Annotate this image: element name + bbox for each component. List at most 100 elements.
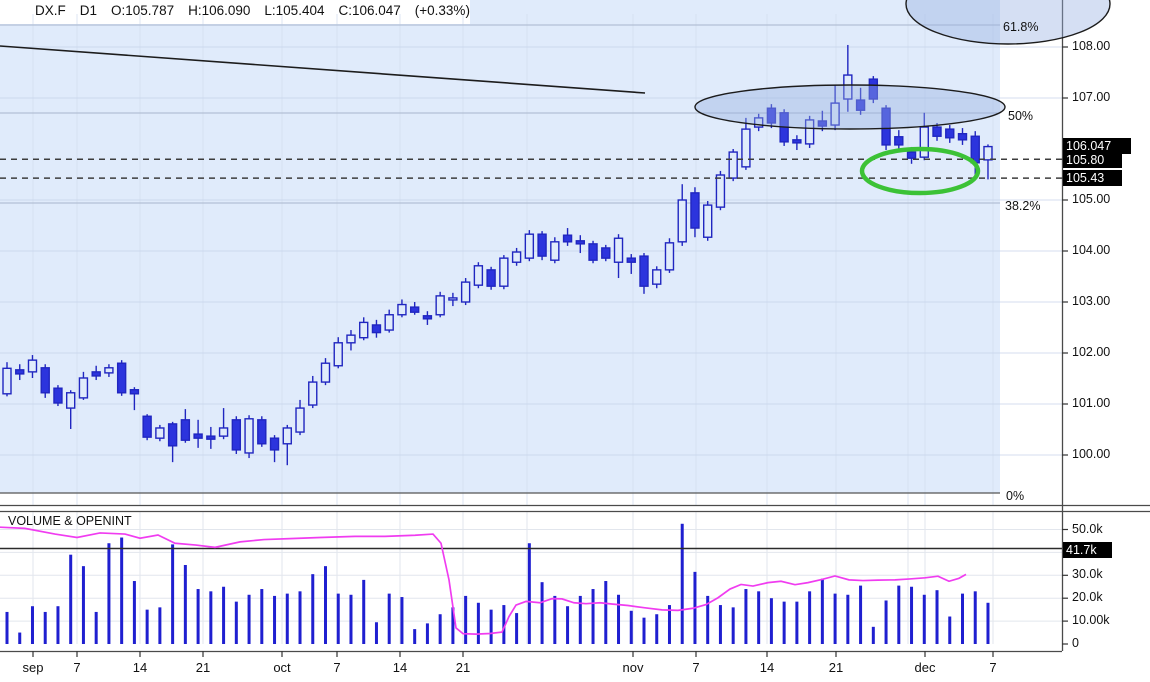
volume-bar [30, 606, 34, 644]
volume-bar [374, 622, 378, 644]
low-value: L:105.404 [264, 3, 325, 18]
volume-bar [43, 611, 47, 644]
volume-bar [94, 611, 98, 644]
volume-bar [209, 591, 213, 644]
open-value: O:105.787 [111, 3, 175, 18]
volume-bar [132, 581, 136, 644]
volume-bar [591, 589, 595, 644]
candle-down [537, 233, 547, 257]
volume-axis-label: 20.0k [1072, 590, 1103, 605]
candle-down [206, 435, 216, 440]
time-axis-label-dec: dec [914, 660, 936, 675]
candle-up [652, 269, 662, 285]
volume-bar [464, 595, 468, 644]
volume-bar [808, 591, 812, 644]
time-axis-label-14: 14 [392, 660, 408, 675]
candle-down [817, 120, 828, 127]
candle-up [333, 342, 343, 367]
candle-down [792, 139, 802, 144]
volume-bar [413, 629, 417, 644]
fib-label-50%: 50% [1008, 109, 1034, 123]
candle-up [397, 303, 407, 316]
volume-bar [846, 594, 850, 644]
candle-up [983, 145, 993, 161]
symbol-label: DX.F [35, 3, 66, 18]
candle-up [27, 359, 38, 373]
candle-up [384, 314, 394, 331]
fib-label-38.2%: 38.2% [1005, 199, 1041, 213]
candle-down [167, 423, 178, 447]
volume-bar [489, 609, 493, 644]
volume-bar [298, 591, 302, 644]
time-axis-label-7: 7 [692, 660, 700, 675]
candle-up [218, 427, 229, 437]
volume-bar [502, 605, 506, 644]
candle-down [906, 151, 917, 159]
volume-bar [706, 595, 710, 644]
candle-down [562, 234, 573, 243]
volume-bar [247, 594, 251, 644]
candle-up [320, 362, 331, 383]
candle-up [728, 151, 738, 179]
volume-bar [527, 543, 531, 644]
ohlc-header: DX.F D1 O:105.787 H:106.090 L:105.404 C:106.0… [35, 3, 484, 18]
time-axis-label-oct: oct [273, 660, 291, 675]
price-axis-label: 100.00 [1072, 447, 1111, 461]
candle-up [499, 257, 509, 287]
candle-up [715, 174, 726, 208]
volume-bar [948, 616, 952, 644]
volume-bar [910, 586, 914, 644]
volume-bar [782, 601, 786, 644]
price-level-badge-105-43: 105.43 [1063, 169, 1122, 186]
volume-bar [400, 597, 404, 644]
volume-bar [18, 632, 22, 644]
candle-up [703, 204, 713, 238]
candle-down [957, 132, 968, 141]
volume-bar [324, 566, 327, 644]
candle-up [448, 297, 458, 301]
volume-bar [961, 593, 964, 644]
candle-up [282, 427, 292, 445]
candle-down [40, 367, 50, 394]
candle-up [155, 427, 165, 439]
volume-bar [617, 594, 621, 644]
volume-bar [655, 614, 659, 644]
candle-up [65, 392, 76, 409]
candle-up [741, 128, 751, 168]
volume-series [5, 523, 990, 644]
candle-down [231, 419, 242, 451]
volume-bar [642, 617, 646, 644]
price-axis-label: 107.00 [1072, 90, 1111, 104]
price-axis-label: 102.00 [1072, 345, 1111, 359]
volume-axis-label: 10.00k [1072, 613, 1110, 628]
resistance-ellipse-top [905, 0, 1111, 45]
volume-bar [476, 602, 480, 644]
volume-bar [349, 594, 353, 644]
volume-bar [553, 595, 557, 644]
support-ellipse-green [859, 146, 981, 196]
candle-down [588, 243, 598, 261]
candle-down [409, 306, 420, 313]
candle-up [308, 381, 318, 406]
fib-label-61.8%: 61.8% [1003, 20, 1039, 34]
price-axis-label: 103.00 [1072, 294, 1111, 308]
candle-down [116, 362, 127, 394]
volume-bar [795, 601, 799, 644]
candle-down [53, 387, 63, 404]
candle-up [843, 74, 853, 100]
change-value: (+0.33%) [414, 3, 470, 18]
trendline-annotation [0, 45, 646, 94]
candle-down [15, 369, 25, 375]
candle-down [575, 240, 585, 245]
volume-bar [336, 593, 340, 644]
volume-bar [935, 590, 939, 644]
volume-bar [5, 611, 9, 644]
volume-bar [884, 600, 888, 644]
volume-bar [578, 595, 582, 644]
volume-bar [973, 591, 977, 644]
volume-bar [438, 614, 442, 644]
volume-bar [986, 602, 990, 644]
volume-bar [171, 544, 175, 644]
volume-panel-title: VOLUME & OPENINT [8, 514, 132, 528]
